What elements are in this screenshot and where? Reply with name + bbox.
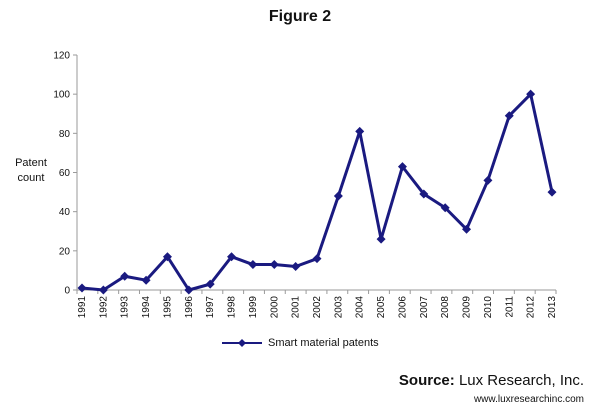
source-url: www.luxresearchinc.com: [473, 394, 584, 405]
x-tick-label: 1997: [205, 296, 216, 319]
legend-marker-icon: [222, 339, 262, 347]
y-tick-label: 20: [59, 246, 71, 257]
y-tick-label: 0: [64, 286, 70, 297]
series-smart-material-patents: [77, 89, 557, 295]
x-tick-label: 2007: [419, 296, 430, 319]
x-tick-label: 1994: [141, 296, 152, 319]
x-tick-label: 2009: [462, 296, 473, 319]
data-point: [98, 285, 108, 295]
y-tick-label: 100: [53, 90, 70, 101]
y-tick-label: 60: [59, 168, 71, 179]
data-point: [462, 224, 472, 234]
y-axis-ticks: 0 20 40 60 80 100 120: [53, 51, 77, 297]
data-point: [184, 285, 194, 295]
data-point: [483, 175, 493, 185]
x-tick-label: 2004: [355, 296, 366, 319]
y-axis-title: Patent count: [6, 156, 56, 186]
data-point: [291, 262, 301, 271]
data-point: [120, 271, 130, 281]
data-point: [141, 275, 151, 285]
data-point: [355, 126, 365, 136]
x-tick-label: 2001: [291, 296, 302, 319]
data-point: [312, 254, 322, 264]
x-tick-label: 1992: [98, 296, 109, 319]
x-tick-label: 1996: [184, 296, 195, 319]
y-axis-title-line1: Patent: [15, 157, 47, 169]
data-point: [205, 279, 215, 289]
x-tick-label: 1999: [248, 296, 259, 319]
data-point: [269, 260, 279, 270]
x-tick-label: 1993: [120, 296, 131, 319]
data-point: [376, 234, 386, 244]
source-credit: Source: Lux Research, Inc.: [399, 372, 584, 389]
legend: Smart material patents: [222, 337, 379, 349]
x-tick-label: 1998: [227, 296, 238, 319]
data-point: [419, 189, 429, 199]
data-point: [162, 252, 172, 262]
x-axis-ticks: 1991 1992 1993 1994 1995 1996 1997 1998 1999 2000…: [76, 290, 558, 319]
x-tick-label: 2002: [312, 296, 323, 319]
x-tick-label: 2011: [504, 296, 515, 318]
source-label: Source:: [398, 372, 455, 389]
x-tick-label: 2010: [483, 296, 494, 319]
y-tick-label: 80: [59, 129, 71, 140]
data-point: [397, 162, 407, 172]
data-point: [227, 252, 237, 262]
x-tick-label: 2000: [269, 296, 280, 319]
x-tick-label: 2012: [526, 296, 537, 319]
data-point: [248, 260, 258, 270]
x-tick-label: 2013: [547, 296, 558, 319]
source-name: Lux Research, Inc.: [458, 372, 584, 389]
x-tick-label: 2006: [397, 296, 408, 319]
chart-title: Figure 2: [268, 8, 332, 25]
y-tick-label: 120: [53, 51, 70, 62]
data-point: [333, 191, 343, 201]
data-point: [440, 203, 450, 213]
y-tick-label: 40: [59, 207, 71, 218]
legend-label: Smart material patents: [268, 337, 379, 349]
data-point: [504, 111, 514, 121]
data-point: [77, 283, 87, 293]
x-tick-label: 1995: [162, 296, 173, 319]
data-point: [547, 187, 557, 197]
data-point: [526, 89, 536, 99]
x-tick-label: 2005: [376, 296, 387, 319]
y-axis-title-line2: count: [17, 172, 45, 184]
x-tick-label: 2008: [440, 296, 451, 319]
x-tick-label: 2003: [333, 296, 344, 319]
x-tick-label: 1991: [77, 296, 88, 319]
